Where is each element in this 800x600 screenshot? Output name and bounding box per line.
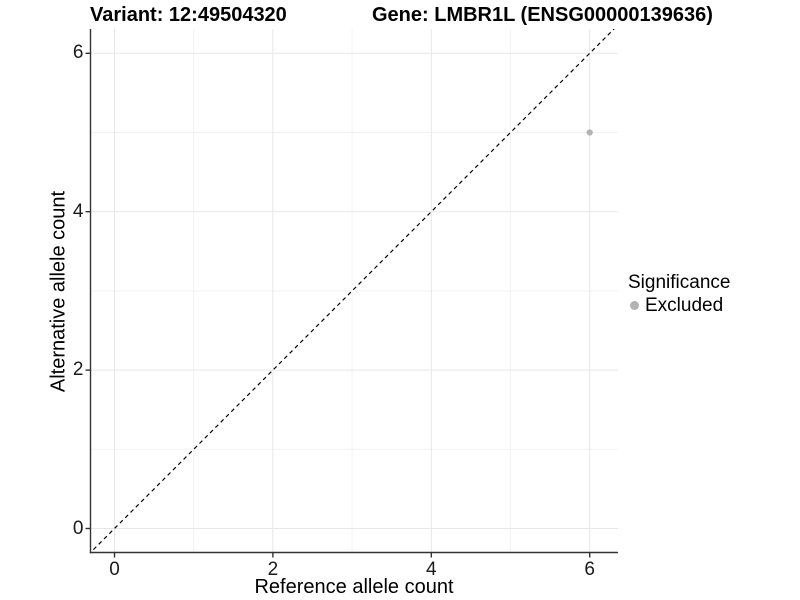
x-tick-label: 6 xyxy=(584,558,595,580)
x-tick-label: 2 xyxy=(267,558,279,580)
legend-point-icon xyxy=(630,301,639,310)
y-axis-title: Alternative allele count xyxy=(47,190,70,393)
variant-title: Variant: 12:49504320 xyxy=(90,4,287,26)
x-axis-title: Reference allele count xyxy=(254,576,454,598)
y-tick-label: 6 xyxy=(72,42,84,64)
x-tick-label: 0 xyxy=(109,558,120,580)
y-tick-label: 4 xyxy=(72,200,84,222)
y-tick-label: 2 xyxy=(72,359,84,381)
identity-dashed-line xyxy=(90,29,615,553)
y-tick-label: 0 xyxy=(72,517,84,539)
x-tick-label: 4 xyxy=(426,558,437,580)
legend: Significance Excluded xyxy=(628,271,730,317)
legend-item-label: Excluded xyxy=(645,294,724,316)
gene-title: Gene: LMBR1L (ENSG00000139636) xyxy=(372,4,713,26)
legend-item-excluded: Excluded xyxy=(628,294,730,317)
data-point xyxy=(586,129,593,136)
legend-title: Significance xyxy=(628,272,731,293)
